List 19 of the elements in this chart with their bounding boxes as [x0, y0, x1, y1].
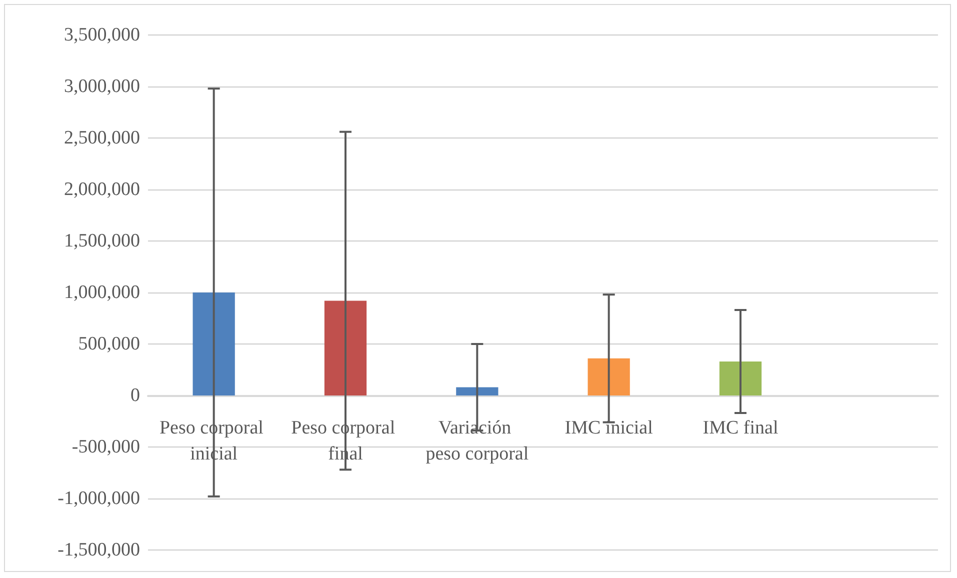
- y-tick-label: 1,000,000: [64, 282, 140, 303]
- x-tick-label: Variación peso corporal: [426, 418, 529, 465]
- x-tick-label: IMC inicial: [564, 418, 653, 439]
- y-tick-label: -500,000: [72, 436, 140, 458]
- y-tick-label: 2,500,000: [64, 128, 140, 148]
- y-tick-label: 2,000,000: [64, 179, 140, 200]
- y-tick-label: 0: [130, 385, 140, 406]
- y-tick-label: 500,000: [78, 334, 140, 354]
- y-tick-label: 3,500,000: [64, 24, 140, 46]
- x-tick-label: IMC final: [702, 418, 778, 439]
- bar: [324, 300, 367, 396]
- bar: [192, 292, 235, 396]
- bar: [719, 362, 762, 396]
- y-tick-label: -1,000,000: [58, 488, 140, 509]
- bar: [588, 358, 630, 396]
- bar: [456, 387, 498, 396]
- y-tick-label: 1,500,000: [64, 230, 140, 252]
- y-tick-label: -1,500,000: [58, 540, 140, 560]
- y-tick-label: 3,000,000: [64, 76, 140, 97]
